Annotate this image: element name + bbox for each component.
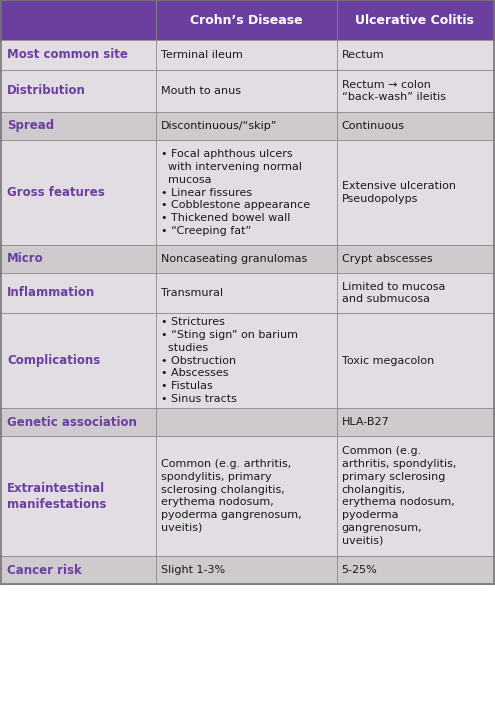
Text: Continuous: Continuous [342, 121, 404, 131]
Text: Common (e.g. arthritis,
spondylitis, primary
sclerosing cholangitis,
erythema no: Common (e.g. arthritis, spondylitis, pri… [161, 459, 301, 533]
Text: Common (e.g.
arthritis, spondylitis,
primary sclerosing
cholangitis,
erythema no: Common (e.g. arthritis, spondylitis, pri… [342, 446, 456, 546]
Text: Mouth to anus: Mouth to anus [161, 86, 241, 96]
Text: Genetic association: Genetic association [7, 416, 137, 428]
Text: Spread: Spread [7, 119, 54, 132]
Text: Inflammation: Inflammation [7, 286, 95, 300]
Text: • Strictures
• “Sting sign” on barium
  studies
• Obstruction
• Abscesses
• Fist: • Strictures • “Sting sign” on barium st… [161, 317, 298, 404]
Text: Rectum: Rectum [342, 50, 384, 60]
Text: Terminal ileum: Terminal ileum [161, 50, 243, 60]
Text: Gross features: Gross features [7, 186, 105, 199]
Bar [0, 0, 495, 40]
Text: Toxic megacolon: Toxic megacolon [342, 356, 434, 366]
Bar [0, 436, 495, 556]
Text: Complications: Complications [7, 354, 100, 367]
Bar [0, 40, 495, 70]
Text: HLA-B27: HLA-B27 [342, 417, 390, 427]
Text: Distribution: Distribution [7, 85, 86, 98]
Bar [0, 556, 495, 584]
Bar [0, 245, 495, 273]
Text: Extraintestinal
manifestations: Extraintestinal manifestations [7, 481, 106, 510]
Text: • Focal aphthous ulcers
  with intervening normal
  mucosa
• Linear fissures
• C: • Focal aphthous ulcers with intervening… [161, 149, 310, 236]
Text: Cancer risk: Cancer risk [7, 563, 82, 576]
Bar [0, 313, 495, 408]
Text: Micro: Micro [7, 252, 44, 266]
Bar [0, 70, 495, 112]
Text: Most common site: Most common site [7, 49, 128, 62]
Bar [0, 408, 495, 436]
Bar [0, 140, 495, 245]
Text: Slight 1-3%: Slight 1-3% [161, 565, 225, 575]
Bar [0, 273, 495, 313]
Bar [1, 0, 494, 584]
Text: Crypt abscesses: Crypt abscesses [342, 254, 432, 264]
Text: 5-25%: 5-25% [342, 565, 377, 575]
Text: Rectum → colon
“back-wash” ileitis: Rectum → colon “back-wash” ileitis [342, 80, 446, 103]
Text: Ulcerative Colitis: Ulcerative Colitis [355, 13, 474, 26]
Text: Limited to mucosa
and submucosa: Limited to mucosa and submucosa [342, 281, 445, 305]
Text: Noncaseating granulomas: Noncaseating granulomas [161, 254, 307, 264]
Text: Transmural: Transmural [161, 288, 223, 298]
Text: Extensive ulceration
Pseudopolyps: Extensive ulceration Pseudopolyps [342, 181, 455, 204]
Text: Crohn’s Disease: Crohn’s Disease [190, 13, 302, 26]
Text: Discontinuous/“skip”: Discontinuous/“skip” [161, 121, 277, 131]
Bar [0, 112, 495, 140]
